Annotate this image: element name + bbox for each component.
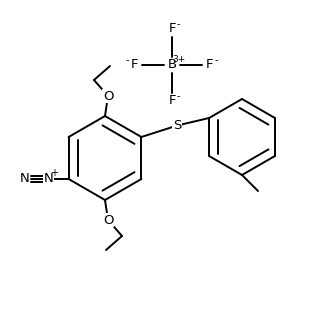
Text: F: F [130,58,138,72]
Text: O: O [103,90,113,102]
Text: F: F [206,58,214,72]
Text: -: - [214,55,218,65]
Text: N: N [44,173,54,186]
Text: -: - [176,19,180,29]
Text: +: + [50,169,58,178]
Text: -: - [125,55,129,65]
Text: S: S [173,119,182,132]
Text: 3+: 3+ [172,55,186,65]
Text: O: O [103,214,113,227]
Text: B: B [167,58,177,72]
Text: F: F [168,94,176,108]
Text: -: - [176,91,180,101]
Text: N: N [20,173,29,186]
Text: F: F [168,23,176,35]
